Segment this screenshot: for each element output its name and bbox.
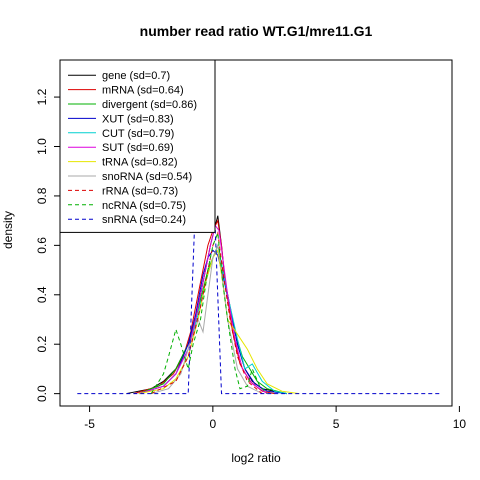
y-tick-label: 0.0	[35, 385, 49, 402]
legend-label: CUT (sd=0.79)	[102, 128, 174, 140]
legend-label: ncRNA (sd=0.75)	[102, 200, 186, 212]
legend-label: rRNA (sd=0.73)	[102, 185, 178, 197]
x-tick-label: -5	[84, 417, 95, 431]
legend-label: snoRNA (sd=0.54)	[102, 171, 192, 183]
legend-label: tRNA (sd=0.82)	[102, 157, 178, 169]
series-line-1	[133, 218, 275, 395]
series-line-2	[138, 243, 287, 395]
series-line-5	[138, 224, 268, 395]
y-tick-label: 0.2	[35, 336, 49, 353]
legend-label: gene (sd=0.7)	[102, 70, 170, 82]
x-tick-label: 10	[453, 417, 467, 431]
series-line-3	[138, 249, 287, 395]
y-tick-label: 0.6	[35, 237, 49, 254]
x-tick-label: 5	[333, 417, 340, 431]
y-tick-label: 0.4	[35, 286, 49, 303]
y-tick-label: 1.2	[35, 88, 49, 105]
legend-box	[59, 59, 216, 233]
legend-label: SUT (sd=0.69)	[102, 142, 174, 154]
y-axis-label: density	[1, 211, 15, 249]
legend: gene (sd=0.7) mRNA (sd=0.64) divergent (sd…	[59, 59, 216, 233]
x-axis: -5 0 5 10	[84, 406, 466, 431]
legend-label: XUT (sd=0.83)	[102, 113, 174, 125]
legend-label: mRNA (sd=0.64)	[102, 85, 184, 97]
plot-frame	[59, 59, 453, 407]
y-tick-label: 0.8	[35, 187, 49, 204]
series-line-10	[77, 230, 443, 395]
series-line-7	[151, 243, 263, 395]
series-line-4	[138, 249, 287, 395]
legend-label: divergent (sd=0.86)	[102, 99, 197, 111]
y-axis: 0.0 0.2 0.4 0.6 0.8 1.0 1.2	[35, 88, 60, 402]
y-tick-label: 1.0	[35, 138, 49, 155]
chart-title: number read ratio WT.G1/mre11.G1	[140, 23, 373, 39]
legend-label: snRNA (sd=0.24)	[102, 214, 186, 226]
x-axis-label: log2 ratio	[231, 451, 281, 465]
series-line-6	[138, 248, 300, 395]
series-lines	[77, 215, 443, 395]
series-line-9	[150, 232, 268, 394]
x-tick-label: 0	[210, 417, 217, 431]
